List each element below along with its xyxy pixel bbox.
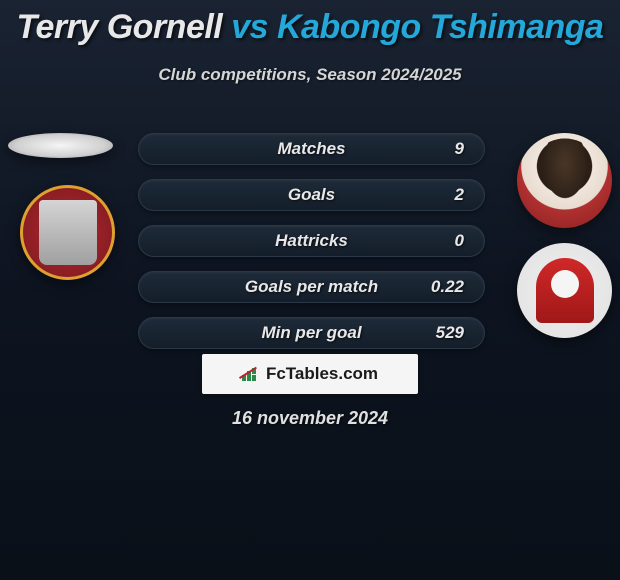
club-crest-icon (536, 258, 594, 323)
stat-label: Matches (277, 139, 345, 159)
stat-label: Goals (288, 185, 335, 205)
stat-value-right: 2 (455, 185, 464, 205)
date-label: 16 november 2024 (0, 408, 620, 429)
player1-name: Terry Gornell (17, 8, 223, 46)
stat-rows: Matches 9 Goals 2 Hattricks 0 Goals per … (138, 133, 485, 363)
player2-name: Kabongo Tshimanga (277, 8, 603, 46)
stat-value-right: 0.22 (431, 277, 464, 297)
logo-text: FcTables.com (266, 364, 378, 384)
stat-row-hattricks: Hattricks 0 (138, 225, 485, 257)
stat-value-right: 9 (455, 139, 464, 159)
stat-value-right: 529 (436, 323, 464, 343)
stat-row-goals-per-match: Goals per match 0.22 (138, 271, 485, 303)
comparison-area: Matches 9 Goals 2 Hattricks 0 Goals per … (0, 123, 620, 353)
comparison-title: Terry Gornell vs Kabongo Tshimanga (0, 0, 620, 47)
vs-separator: vs (231, 8, 268, 46)
stat-label: Goals per match (245, 277, 378, 297)
player1-club-badge (20, 185, 115, 280)
stat-row-goals: Goals 2 (138, 179, 485, 211)
stat-value-right: 0 (455, 231, 464, 251)
player2-avatar (517, 133, 612, 228)
club-crest-icon (39, 200, 97, 265)
player2-club-badge (517, 243, 612, 338)
stat-row-min-per-goal: Min per goal 529 (138, 317, 485, 349)
chart-logo-icon (242, 367, 260, 381)
subtitle: Club competitions, Season 2024/2025 (0, 65, 620, 85)
player1-avatar (8, 133, 113, 158)
site-logo[interactable]: FcTables.com (202, 354, 418, 394)
stat-label: Min per goal (261, 323, 361, 343)
stat-label: Hattricks (275, 231, 348, 251)
stat-row-matches: Matches 9 (138, 133, 485, 165)
